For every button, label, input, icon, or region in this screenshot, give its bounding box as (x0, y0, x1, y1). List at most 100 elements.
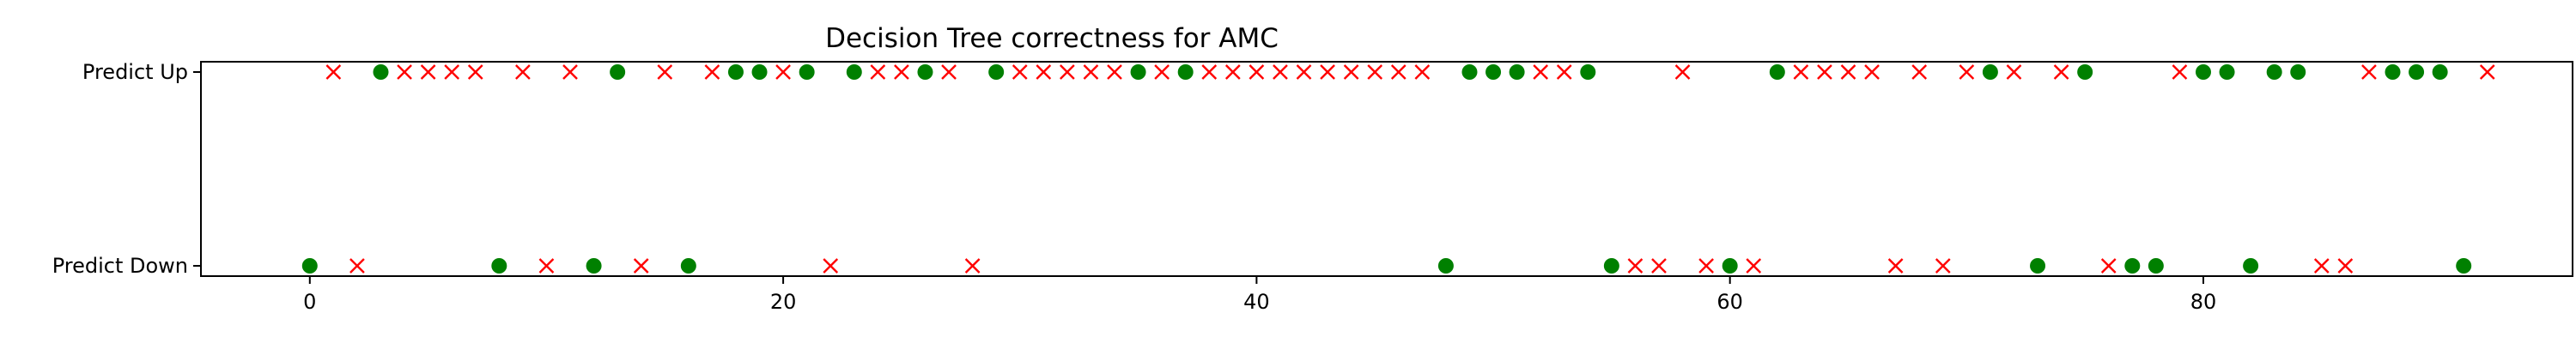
point-correct (1437, 258, 1454, 274)
point-incorrect (823, 258, 839, 274)
point-correct (1580, 64, 1596, 80)
data-points (301, 64, 2495, 274)
point-incorrect (2053, 64, 2069, 80)
point-correct (1603, 258, 1619, 274)
point-incorrect (349, 258, 365, 274)
y-tick-label: Predict Up (82, 60, 188, 84)
point-correct (1722, 258, 1738, 274)
point-incorrect (1533, 64, 1549, 80)
point-correct (1177, 64, 1194, 80)
point-incorrect (1201, 64, 1218, 80)
point-incorrect (1651, 258, 1667, 274)
point-incorrect (1249, 64, 1265, 80)
point-correct (1485, 64, 1502, 80)
point-incorrect (1746, 258, 1762, 274)
point-correct (1461, 64, 1478, 80)
point-incorrect (1793, 64, 1809, 80)
point-correct (2124, 258, 2141, 274)
point-correct (799, 64, 815, 80)
point-correct (586, 258, 602, 274)
point-incorrect (1060, 64, 1075, 80)
point-incorrect (775, 64, 791, 80)
point-incorrect (1864, 64, 1880, 80)
point-correct (2219, 64, 2235, 80)
point-correct (1982, 64, 1998, 80)
point-correct (610, 64, 626, 80)
point-correct (917, 64, 933, 80)
chart-title: Decision Tree correctness for AMC (825, 23, 1279, 54)
point-incorrect (657, 64, 673, 80)
point-incorrect (2361, 64, 2377, 80)
point-correct (2148, 258, 2164, 274)
point-correct (2432, 64, 2448, 80)
point-incorrect (1012, 64, 1028, 80)
plot-frame (200, 61, 2573, 277)
point-correct (2385, 64, 2401, 80)
point-incorrect (1840, 64, 1856, 80)
y-tick-label: Predict Down (52, 254, 188, 278)
x-tick-label: 80 (2190, 290, 2217, 314)
point-correct (2290, 64, 2306, 80)
point-incorrect (1935, 258, 1951, 274)
point-incorrect (1414, 64, 1431, 80)
point-incorrect (1107, 64, 1122, 80)
point-incorrect (467, 64, 483, 80)
point-incorrect (1343, 64, 1359, 80)
point-correct (1509, 64, 1525, 80)
point-incorrect (2006, 64, 2022, 80)
point-correct (2077, 64, 2093, 80)
point-incorrect (2313, 258, 2330, 274)
point-incorrect (704, 64, 720, 80)
point-incorrect (1959, 64, 1975, 80)
point-incorrect (2479, 64, 2495, 80)
x-tick-label: 60 (1716, 290, 1743, 314)
point-correct (2243, 258, 2259, 274)
x-tick-label: 20 (770, 290, 797, 314)
point-incorrect (941, 64, 957, 80)
point-incorrect (444, 64, 460, 80)
point-incorrect (1083, 64, 1099, 80)
point-incorrect (1390, 64, 1406, 80)
point-correct (2030, 258, 2046, 274)
point-incorrect (894, 64, 909, 80)
point-incorrect (2337, 258, 2354, 274)
point-incorrect (1154, 64, 1170, 80)
point-incorrect (515, 64, 531, 80)
point-correct (373, 64, 389, 80)
axis-ticks: 0 20 40 60 80 Predict Down Predict Up (52, 60, 2217, 314)
point-correct (846, 64, 862, 80)
point-correct (301, 258, 318, 274)
point-incorrect (1224, 64, 1241, 80)
point-incorrect (1320, 64, 1335, 80)
x-tick-label: 40 (1243, 290, 1270, 314)
point-correct (680, 258, 696, 274)
point-incorrect (538, 258, 555, 274)
point-incorrect (420, 64, 436, 80)
point-correct (2266, 64, 2282, 80)
point-incorrect (964, 258, 981, 274)
point-correct (1130, 64, 1146, 80)
point-incorrect (1674, 64, 1691, 80)
point-incorrect (2172, 64, 2188, 80)
point-incorrect (870, 64, 886, 80)
point-incorrect (1036, 64, 1052, 80)
point-incorrect (1627, 258, 1643, 274)
point-correct (491, 258, 507, 274)
x-tick-label: 0 (303, 290, 316, 314)
point-correct (751, 64, 768, 80)
point-incorrect (1367, 64, 1383, 80)
point-incorrect (1556, 64, 1572, 80)
point-correct (727, 64, 744, 80)
point-correct (988, 64, 1005, 80)
point-incorrect (633, 258, 649, 274)
point-incorrect (325, 64, 342, 80)
point-incorrect (1887, 258, 1904, 274)
point-correct (1769, 64, 1785, 80)
point-correct (2456, 258, 2472, 274)
point-incorrect (2100, 258, 2117, 274)
point-incorrect (1698, 258, 1714, 274)
point-incorrect (1911, 64, 1928, 80)
point-incorrect (562, 64, 578, 80)
point-correct (2409, 64, 2425, 80)
